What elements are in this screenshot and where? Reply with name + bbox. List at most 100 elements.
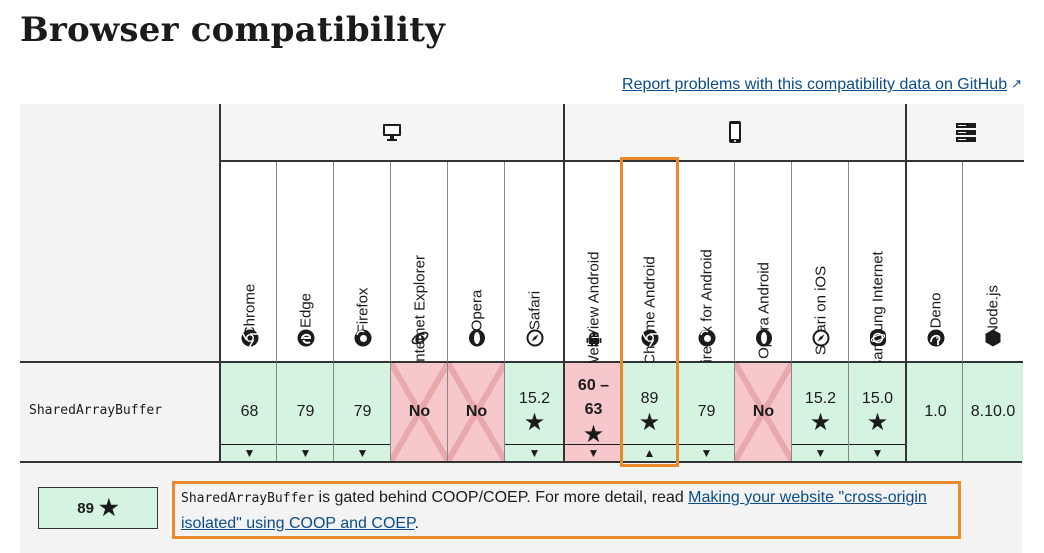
no-support-cross: [391, 363, 448, 461]
column-header-chrome-android: Chrome Android: [620, 162, 678, 365]
compat-table: Chrome Edge Firefox Internet Explorer e Opera…: [20, 104, 1024, 464]
browser-name: Opera: [468, 289, 485, 332]
column-header-edge: Edge: [276, 162, 334, 363]
expand-toggle-icon[interactable]: ▼: [678, 444, 735, 461]
support-cell-samsung-internet[interactable]: 15.0 ★ ▼: [848, 363, 906, 461]
no-support-cross: [448, 363, 505, 461]
browser-name: Safari: [526, 290, 543, 331]
group-desktop: [219, 104, 563, 162]
chrome-icon: [641, 329, 659, 347]
detail-code: SharedArrayBuffer: [181, 491, 315, 506]
support-value: 68: [240, 403, 259, 420]
support-cell-firefox[interactable]: 79 ▼: [333, 363, 391, 461]
chrome-icon: [241, 329, 259, 347]
support-value: 8.10.0: [970, 403, 1016, 420]
nodejs-icon: [984, 329, 1002, 347]
column-header-internet-explorer: Internet Explorer e: [390, 162, 448, 366]
no-support-cross: [735, 363, 792, 461]
browser-name: Samsung Internet: [869, 251, 886, 370]
opera-icon: [755, 329, 773, 347]
support-cell-chrome-android[interactable]: 89 ★ ▲: [620, 363, 678, 461]
support-value: No: [465, 403, 488, 420]
support-value: 15.2: [518, 390, 551, 407]
desktop-icon: [383, 124, 401, 141]
browser-name: Firefox: [354, 287, 371, 334]
firefox-icon: [354, 329, 372, 347]
support-cell-opera: No: [447, 363, 505, 461]
feature-name: SharedArrayBuffer: [29, 403, 163, 418]
report-link[interactable]: Report problems with this compatibility …: [622, 76, 1022, 93]
expand-toggle-icon[interactable]: ▼: [505, 444, 564, 461]
column-header-safari-on-ios: Safari on iOS: [791, 162, 849, 363]
collapse-toggle-icon[interactable]: ▲: [621, 444, 678, 461]
support-value: 79: [353, 403, 372, 420]
column-header-safari: Safari: [504, 162, 564, 363]
table-corner: [20, 104, 219, 363]
mobile-icon: [729, 121, 741, 143]
support-value: 89: [640, 390, 659, 407]
column-header-chrome: Chrome: [219, 162, 278, 363]
browser-name: Internet Explorer: [411, 255, 428, 366]
star-icon: ★: [523, 409, 546, 436]
column-header-deno: Deno: [905, 162, 964, 363]
support-cell-deno: 1.0: [905, 363, 964, 461]
browser-name: Deno: [927, 292, 944, 329]
external-link-icon: ↗: [1011, 76, 1022, 91]
android-icon: [585, 329, 603, 347]
group-mobile: [563, 104, 905, 162]
detail-version-badge: 89 ★: [38, 487, 158, 529]
star-icon: ★: [638, 409, 661, 436]
column-header-opera-android: Opera Android: [734, 162, 792, 363]
support-cell-node-js: 8.10.0: [962, 363, 1023, 461]
support-value: 1.0: [924, 403, 947, 420]
support-value: 63: [584, 401, 603, 418]
browser-name: Chrome Android: [641, 256, 658, 365]
support-cell-safari-on-ios[interactable]: 15.2 ★ ▼: [791, 363, 849, 461]
edge-icon: [297, 329, 315, 347]
support-value: 79: [296, 403, 315, 420]
expand-toggle-icon[interactable]: ▼: [334, 444, 391, 461]
opera-icon: [468, 329, 486, 347]
expand-toggle-icon[interactable]: ▼: [792, 444, 849, 461]
column-header-firefox: Firefox: [333, 162, 391, 363]
samsung-icon: [869, 329, 887, 347]
detail-end: .: [414, 515, 420, 532]
column-header-webview-android: WebView Android: [563, 162, 622, 369]
support-cell-chrome[interactable]: 68 ▼: [219, 363, 278, 461]
browser-name: WebView Android: [585, 251, 602, 370]
feature-row-header: SharedArrayBuffer: [20, 363, 219, 461]
expand-toggle-icon[interactable]: ▼: [277, 444, 334, 461]
svg-text:e: e: [414, 329, 425, 347]
support-value: 15.2: [804, 390, 837, 407]
expand-toggle-icon[interactable]: ▼: [849, 444, 906, 461]
star-icon: ★: [866, 409, 889, 436]
star-icon: ★: [582, 421, 605, 448]
column-header-samsung-internet: Samsung Internet: [848, 162, 906, 370]
star-icon: ★: [98, 495, 119, 520]
browser-name: Firefox for Android: [698, 249, 715, 372]
detail-text: is gated behind COOP/COEP. For more deta…: [314, 489, 689, 506]
star-icon: ★: [809, 409, 832, 436]
support-cell-edge[interactable]: 79 ▼: [276, 363, 334, 461]
support-value: No: [752, 403, 775, 420]
support-value: 79: [697, 403, 716, 420]
support-value: 60 –: [577, 377, 610, 394]
server-icon: [955, 123, 976, 142]
safari-icon: [526, 329, 544, 347]
deno-icon: [927, 329, 945, 347]
support-cell-webview-android[interactable]: 60 – 63 ★ ▼: [563, 363, 622, 461]
detail-note: SharedArrayBuffer is gated behind COOP/C…: [181, 485, 941, 536]
column-header-firefox-for-android: Firefox for Android: [677, 162, 735, 372]
support-cell-safari[interactable]: 15.2 ★ ▼: [504, 363, 564, 461]
column-header-node-js: Node.js: [962, 162, 1023, 363]
page-title: Browser compatibility: [20, 10, 446, 50]
expand-toggle-icon[interactable]: ▼: [221, 444, 278, 461]
coop-coep-link[interactable]: Making your website "cross-origin isolat…: [181, 489, 927, 532]
expand-toggle-icon[interactable]: ▼: [565, 444, 622, 461]
support-detail-panel: 89 ★ SharedArrayBuffer is gated behind CO…: [20, 463, 1022, 553]
support-cell-internet-explorer: No: [390, 363, 448, 461]
support-cell-opera-android: No: [734, 363, 792, 461]
support-value: 15.0: [861, 390, 894, 407]
browser-name: Edge: [297, 292, 314, 329]
support-cell-firefox-for-android[interactable]: 79 ▼: [677, 363, 735, 461]
